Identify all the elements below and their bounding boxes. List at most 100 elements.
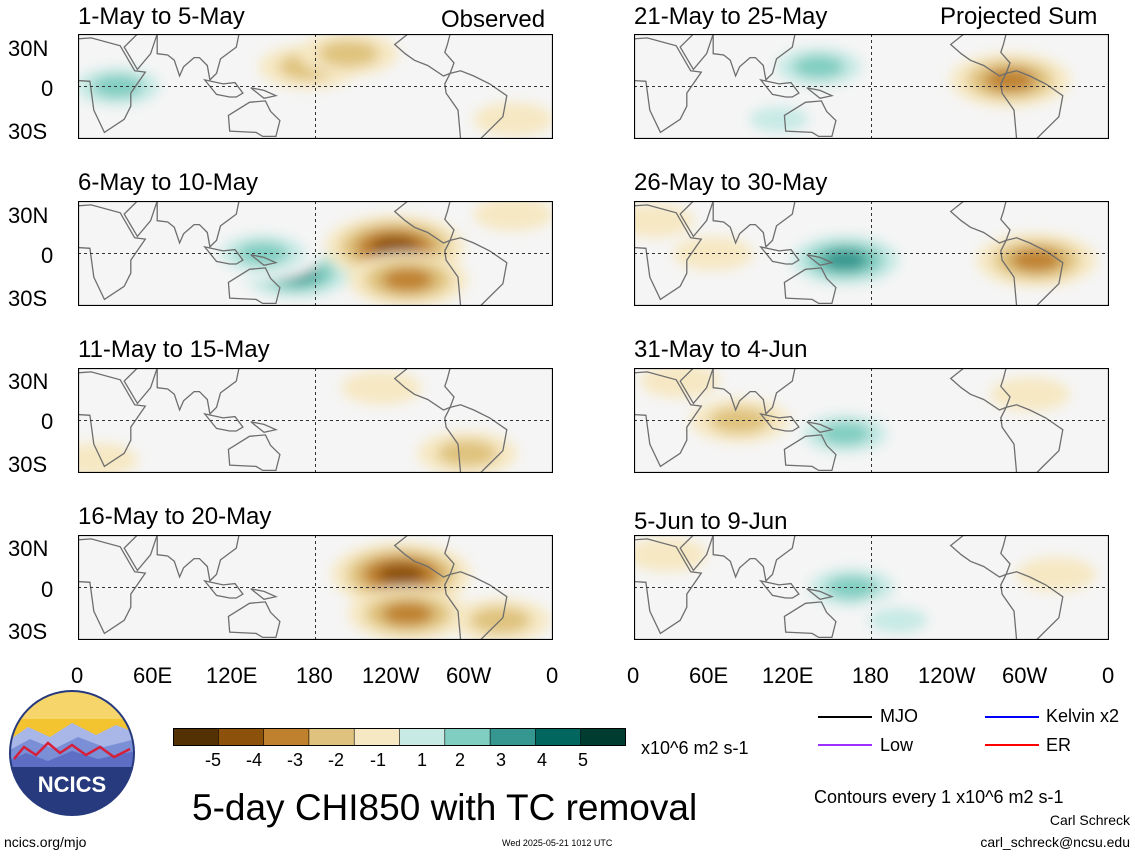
coastline	[759, 78, 800, 98]
coastline	[712, 201, 796, 249]
panel-title: 16-May to 20-May	[78, 503, 272, 530]
lon-label: 0	[627, 663, 640, 688]
colorbar-label: -1	[370, 750, 387, 770]
colorbar-label: 5	[578, 750, 589, 770]
anomaly-blob	[318, 40, 379, 67]
map-panel	[634, 34, 1109, 139]
coastline	[949, 34, 1011, 77]
lon-label: 120E	[206, 663, 258, 688]
coastline	[806, 588, 834, 601]
legend-kelvin-label: Kelvin x2	[1046, 706, 1120, 726]
anomaly-blob	[78, 442, 138, 473]
coastline	[806, 421, 834, 434]
lon-label: 120W	[362, 663, 420, 688]
colorbar-cell	[217, 727, 265, 747]
anomaly-blob	[821, 249, 869, 271]
anomaly-blob	[473, 201, 553, 232]
legend-er-label: ER	[1046, 735, 1072, 755]
lon-label: 120E	[762, 663, 814, 688]
panel-title: 6-May to 10-May	[78, 169, 259, 196]
anomaly-blob	[634, 203, 694, 238]
lat-label-30n: 30N	[8, 536, 49, 561]
panel-title: 31-May to 4-Jun	[634, 336, 808, 363]
anomaly-blob	[163, 403, 244, 438]
coastline	[393, 201, 455, 244]
coastline	[203, 78, 244, 98]
anomaly-blob	[237, 241, 289, 266]
lon-label: 60W	[446, 663, 492, 688]
coastline	[783, 267, 837, 305]
coastline	[156, 368, 240, 416]
lat-label-eq: 0	[41, 76, 54, 101]
ncics-logo-text: NCICS	[38, 772, 106, 797]
lon-label: 0	[71, 663, 84, 688]
coastline	[806, 254, 834, 267]
coastline	[759, 245, 800, 265]
legend-er-line	[985, 744, 1039, 746]
colorbar-cell	[308, 727, 355, 747]
colorbar-cell	[399, 727, 446, 747]
anomaly-blob	[793, 55, 845, 79]
website-link[interactable]: ncics.org/mjo	[4, 834, 87, 850]
anomaly-blob	[709, 407, 770, 434]
coastline	[250, 87, 278, 100]
coastline	[949, 535, 1011, 578]
coastline	[1000, 404, 1064, 473]
panel-frame	[634, 201, 1109, 306]
coastline	[156, 34, 240, 82]
colorbar-label: -2	[328, 750, 345, 770]
colorbar-label: -5	[205, 750, 222, 770]
main-title: 5-day CHI850 with TC removal	[192, 787, 698, 828]
coastline	[227, 267, 281, 305]
lon-label: 0	[1102, 663, 1115, 688]
map-panel	[78, 368, 553, 473]
colorbar-cell	[535, 727, 582, 747]
panel-frame	[78, 201, 553, 306]
coastline	[203, 412, 244, 432]
colorbar-label: -4	[246, 750, 263, 770]
coastline	[679, 201, 714, 238]
anomaly-blob	[382, 268, 434, 292]
legend-mjo-line	[818, 716, 872, 718]
colorbar	[172, 727, 627, 747]
anomaly-blob	[686, 56, 767, 91]
coastline	[806, 87, 834, 100]
lon-label: 180	[852, 663, 889, 688]
colorbar-label: -3	[287, 750, 304, 770]
lat-label-eq: 0	[41, 243, 54, 268]
coastline	[759, 412, 800, 432]
coastline	[203, 579, 244, 599]
coastline	[444, 404, 508, 473]
colorbar-cell	[580, 727, 627, 747]
map-panel	[634, 535, 1109, 640]
lat-label-30s: 30S	[8, 452, 48, 477]
legend-kelvin-line	[985, 716, 1039, 718]
lat-label-30s: 30S	[8, 619, 48, 644]
coastline	[712, 34, 796, 82]
colorbar-cell	[489, 727, 537, 747]
lat-label-30n: 30N	[8, 369, 49, 394]
panel-frame	[634, 34, 1109, 139]
panel-title: 11-May to 15-May	[78, 336, 270, 363]
coastline	[123, 535, 158, 572]
timestamp: Wed 2025-05-21 1012 UTC	[502, 838, 613, 848]
coastline	[949, 368, 1011, 411]
colorbar-label: 1	[417, 750, 428, 770]
author-name: Carl Schreck	[1049, 812, 1130, 828]
colorbar-cell	[353, 727, 401, 747]
ncics-logo: NCICS	[8, 689, 136, 817]
anomaly-blob	[749, 106, 810, 133]
anomaly-blob	[371, 236, 418, 258]
colorbar-label: 2	[455, 750, 466, 770]
colorbar-label: 3	[496, 750, 507, 770]
lat-label-30s: 30S	[8, 286, 48, 311]
lat-label-30n: 30N	[8, 36, 49, 61]
anomaly-blob	[341, 370, 422, 405]
coastline	[679, 34, 714, 71]
coastline	[783, 601, 837, 639]
legend-low-label: Low	[880, 735, 914, 755]
lon-label: 120W	[918, 663, 976, 688]
coastline	[783, 100, 837, 138]
map-panel	[634, 368, 1109, 473]
colorbar-cell	[444, 727, 491, 747]
